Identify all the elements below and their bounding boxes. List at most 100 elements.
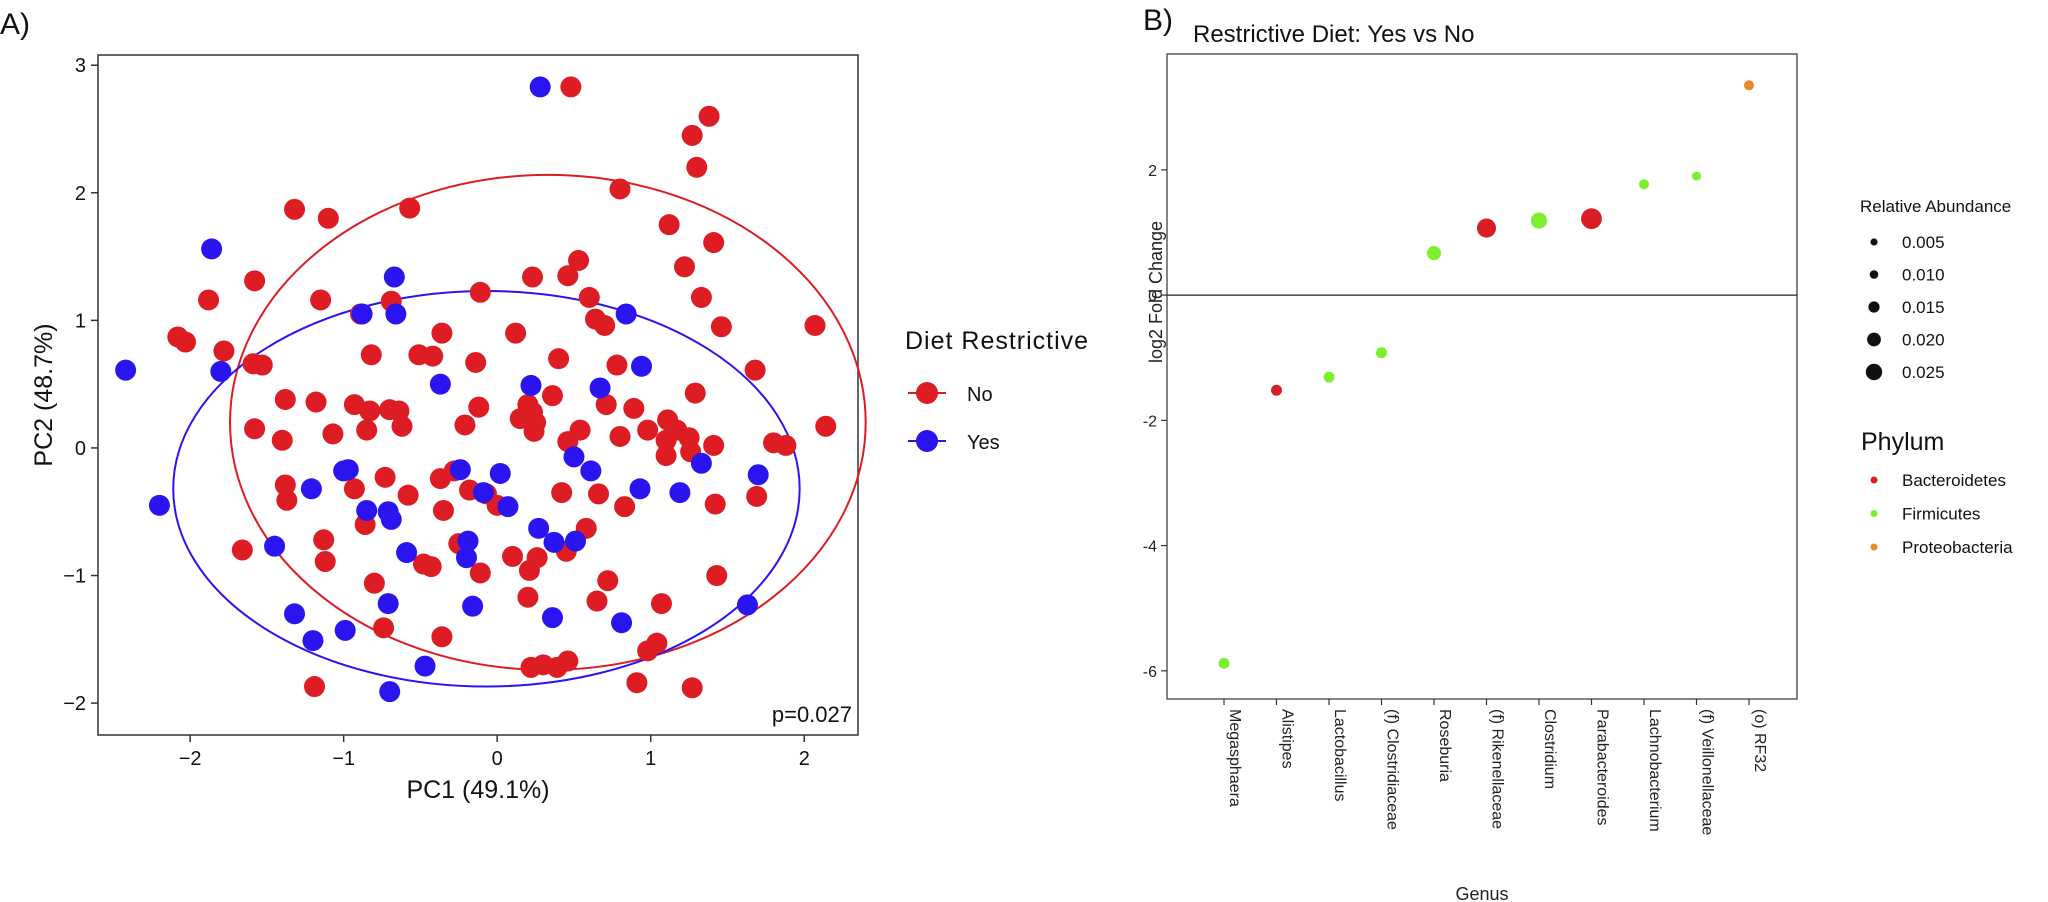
phylum-legend-marker bbox=[1870, 476, 1878, 484]
point-no bbox=[276, 489, 298, 511]
point-no bbox=[775, 434, 797, 456]
abundance-legend-items: 0.005 0.010 0.015 0.020 0.025 bbox=[1865, 233, 1945, 382]
genus-label: Alistipes bbox=[1279, 709, 1296, 769]
point-yes bbox=[457, 530, 479, 552]
point-yes bbox=[385, 303, 407, 325]
point-no bbox=[399, 197, 421, 219]
point-no bbox=[703, 434, 725, 456]
point-no bbox=[586, 590, 608, 612]
point-no bbox=[274, 388, 296, 410]
point-no bbox=[502, 545, 524, 567]
point-no bbox=[322, 423, 344, 445]
point-no bbox=[359, 400, 381, 422]
abundance-legend-marker bbox=[1868, 301, 1880, 313]
point-no bbox=[568, 249, 590, 271]
y-tick-label: 2 bbox=[1148, 163, 1157, 180]
y-tick-label: 3 bbox=[75, 55, 86, 77]
x-tick-label: −1 bbox=[332, 748, 355, 770]
abundance-legend-marker bbox=[1867, 332, 1881, 347]
y-tick-label: -4 bbox=[1143, 539, 1157, 556]
abundance-legend-label: 0.005 bbox=[1902, 233, 1945, 252]
pca-y-ticks: −2 −1 0 1 2 3 bbox=[63, 55, 98, 715]
point-yes bbox=[377, 593, 399, 615]
point-yes bbox=[669, 482, 691, 504]
point-no bbox=[650, 593, 672, 615]
point-yes bbox=[520, 374, 542, 396]
point-yes bbox=[615, 303, 637, 325]
fold-change-y-ticks: -6 -4 -2 0 2 bbox=[1143, 163, 1167, 681]
point-no bbox=[674, 256, 696, 278]
point-yes bbox=[529, 76, 551, 98]
genus-point bbox=[1376, 347, 1387, 359]
genus-point bbox=[1323, 371, 1335, 383]
y-tick-label: -6 bbox=[1143, 664, 1157, 681]
x-tick-label: 0 bbox=[492, 748, 503, 770]
point-yes bbox=[380, 508, 402, 530]
genus-label: Parabacteroides bbox=[1594, 709, 1611, 826]
point-no bbox=[703, 232, 725, 254]
point-no bbox=[284, 198, 306, 220]
point-no bbox=[541, 385, 563, 407]
point-no bbox=[557, 265, 579, 287]
point-no bbox=[343, 478, 365, 500]
point-no bbox=[597, 570, 619, 592]
point-no bbox=[609, 178, 631, 200]
point-no bbox=[526, 547, 548, 569]
point-yes bbox=[580, 460, 602, 482]
point-no bbox=[303, 676, 325, 698]
fold-change-legend: Relative Abundance 0.0050.0100.0150.0200… bbox=[1860, 197, 2013, 557]
point-yes bbox=[300, 478, 322, 500]
genus-label: Roseburia bbox=[1436, 709, 1453, 782]
point-no bbox=[804, 314, 826, 336]
phylum-legend-label: Proteobacteria bbox=[1902, 538, 2013, 557]
point-no bbox=[594, 314, 616, 336]
point-yes bbox=[541, 607, 563, 629]
point-no bbox=[614, 496, 636, 518]
point-no bbox=[468, 396, 490, 418]
y-tick-label: 0 bbox=[1148, 288, 1157, 305]
point-yes bbox=[631, 355, 653, 377]
fold-change-y-axis-title: log2 Fold Change bbox=[1146, 221, 1166, 363]
y-tick-label: 1 bbox=[75, 310, 86, 332]
y-tick-label: 2 bbox=[75, 183, 86, 205]
point-no bbox=[523, 420, 545, 442]
point-no bbox=[314, 550, 336, 572]
point-no bbox=[698, 105, 720, 127]
point-yes bbox=[462, 595, 484, 617]
point-no bbox=[251, 354, 273, 376]
diet-legend: Diet Restrictive No Yes bbox=[905, 327, 1089, 454]
point-no bbox=[465, 351, 487, 373]
point-no bbox=[422, 345, 444, 367]
abundance-legend-label: 0.020 bbox=[1902, 331, 1945, 350]
panel-b-label: B) bbox=[1143, 4, 1173, 37]
y-tick-label: 0 bbox=[75, 438, 86, 460]
genus-point bbox=[1743, 80, 1755, 91]
fold-change-panel: -6 -4 -2 0 2 Megasphaera Alistipes Lactobacill… bbox=[1143, 53, 1798, 902]
abundance-legend-marker bbox=[1869, 270, 1879, 279]
genus-label: (f) Veillonellaceae bbox=[1699, 709, 1716, 835]
point-yes bbox=[379, 681, 401, 703]
genus-label: Megasphaera bbox=[1226, 709, 1243, 807]
point-yes bbox=[201, 238, 223, 260]
point-no bbox=[213, 340, 235, 362]
point-no bbox=[374, 466, 396, 488]
y-tick-label: −2 bbox=[63, 693, 86, 715]
point-no bbox=[746, 485, 768, 507]
point-no bbox=[274, 474, 296, 496]
fold-change-points bbox=[1218, 80, 1755, 669]
point-yes bbox=[528, 517, 550, 539]
genus-label: Lachnobacterium bbox=[1646, 709, 1663, 832]
point-yes bbox=[564, 530, 586, 552]
x-tick-label: 2 bbox=[799, 748, 810, 770]
pca-x-axis-title: PC1 (49.1%) bbox=[406, 776, 549, 804]
genus-point bbox=[1218, 657, 1230, 669]
point-no bbox=[595, 394, 617, 416]
point-no bbox=[517, 586, 539, 608]
point-yes bbox=[747, 464, 769, 486]
phylum-legend-marker bbox=[1870, 510, 1878, 517]
genus-axis-title: Genus bbox=[1455, 884, 1508, 902]
abundance-legend-label: 0.015 bbox=[1902, 298, 1945, 317]
diet-legend-title: Diet Restrictive bbox=[905, 327, 1089, 355]
genus-label: Clostridium bbox=[1541, 709, 1558, 789]
point-yes bbox=[736, 594, 758, 616]
